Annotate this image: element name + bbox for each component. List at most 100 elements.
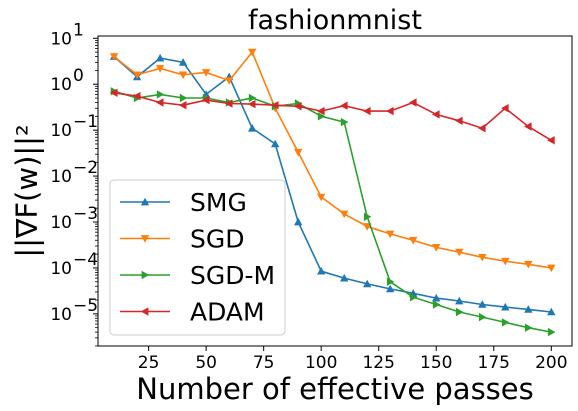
legend-label: ADAM — [190, 298, 265, 327]
data-point — [432, 244, 441, 252]
y-tick-exponent: −1 — [73, 112, 98, 132]
chart-title: fashionmnist — [248, 5, 422, 36]
y-tick-label: 10 — [50, 121, 72, 141]
data-point — [317, 267, 326, 275]
y-tick-exponent: −3 — [73, 204, 98, 224]
y-tick-exponent: −2 — [73, 158, 98, 178]
data-point — [455, 248, 464, 257]
legend-marker — [140, 235, 150, 243]
x-tick-label: 125 — [362, 353, 394, 373]
data-point — [547, 136, 555, 145]
data-point — [178, 101, 187, 110]
y-tick-exponent: 0 — [73, 66, 84, 86]
x-tick-label: 175 — [478, 353, 510, 373]
data-point — [317, 193, 326, 202]
data-point — [432, 300, 441, 309]
data-point — [478, 254, 487, 262]
data-point — [340, 273, 349, 282]
data-point — [363, 106, 371, 116]
data-point — [547, 264, 556, 273]
legend-item: ADAM — [120, 298, 265, 327]
data-point — [524, 122, 532, 131]
data-point — [178, 58, 188, 66]
y-tick-exponent: 1 — [73, 20, 84, 40]
series-line — [113, 55, 552, 313]
data-point — [201, 69, 211, 77]
data-point — [225, 99, 233, 108]
data-point — [178, 71, 188, 79]
series-adam — [109, 88, 555, 145]
x-tick-label: 100 — [305, 353, 337, 373]
legend-item: SGD-M — [120, 261, 275, 290]
data-point — [363, 212, 372, 221]
y-axis-label: ||∇F(w)||² — [10, 124, 44, 257]
data-point — [478, 312, 487, 322]
data-point — [409, 293, 418, 302]
legend-label: SGD — [190, 225, 245, 254]
data-point — [225, 77, 234, 85]
data-point — [501, 302, 510, 311]
data-point — [386, 277, 395, 286]
data-point — [317, 106, 325, 116]
data-point — [386, 106, 394, 116]
data-point — [524, 305, 533, 313]
legend-item: SGD — [120, 225, 245, 254]
data-point — [455, 116, 463, 125]
data-point — [547, 327, 556, 337]
data-point — [109, 88, 118, 97]
legend-marker — [141, 270, 150, 280]
data-point — [386, 284, 395, 293]
data-point — [432, 293, 441, 302]
data-point — [363, 279, 372, 288]
series-line — [113, 92, 552, 141]
data-point — [201, 95, 210, 105]
data-point — [248, 99, 256, 109]
x-tick-label: 50 — [195, 353, 217, 373]
data-point — [155, 65, 165, 73]
data-point — [547, 307, 556, 316]
legend: SMG SGD SGD-M ADAM — [109, 179, 286, 336]
data-point — [294, 148, 303, 157]
legend-marker — [140, 307, 149, 316]
data-point — [132, 91, 141, 101]
series-line — [113, 50, 552, 269]
data-point — [248, 48, 257, 57]
legend-marker — [140, 197, 150, 206]
data-point — [155, 53, 165, 62]
data-point — [478, 300, 487, 308]
data-point — [271, 139, 280, 148]
plot-frame — [97, 35, 573, 347]
data-point — [109, 53, 119, 61]
data-point — [248, 124, 257, 132]
y-tick-label: 10 — [50, 167, 72, 187]
y-tick-label: 10 — [50, 259, 72, 279]
x-tick-label: 75 — [253, 353, 275, 373]
data-point — [132, 71, 142, 79]
data-point — [271, 101, 279, 110]
x-tick-label: 200 — [535, 353, 567, 373]
legend-box — [109, 179, 286, 336]
data-point — [155, 98, 164, 107]
data-point — [409, 236, 418, 245]
data-point — [524, 323, 533, 332]
series-sgd — [109, 48, 556, 273]
data-point — [317, 112, 326, 121]
data-point — [478, 124, 486, 133]
data-point — [409, 98, 417, 107]
data-point — [524, 260, 533, 269]
x-tick-label: 25 — [138, 353, 160, 373]
data-point — [248, 93, 257, 103]
y-tick-label: 10 — [50, 305, 72, 325]
series-sgd-m — [110, 87, 556, 337]
y-tick-label: 10 — [50, 29, 72, 49]
data-point — [340, 101, 348, 110]
y-tick-label: 10 — [50, 213, 72, 233]
series-layer — [109, 48, 556, 337]
data-point — [340, 210, 349, 219]
y-tick-exponent: −5 — [73, 296, 98, 316]
x-tick-label: 150 — [420, 353, 452, 373]
legend-item: SMG — [120, 188, 247, 217]
x-axis-label: Number of effective passes — [136, 372, 534, 406]
data-point — [501, 104, 509, 113]
